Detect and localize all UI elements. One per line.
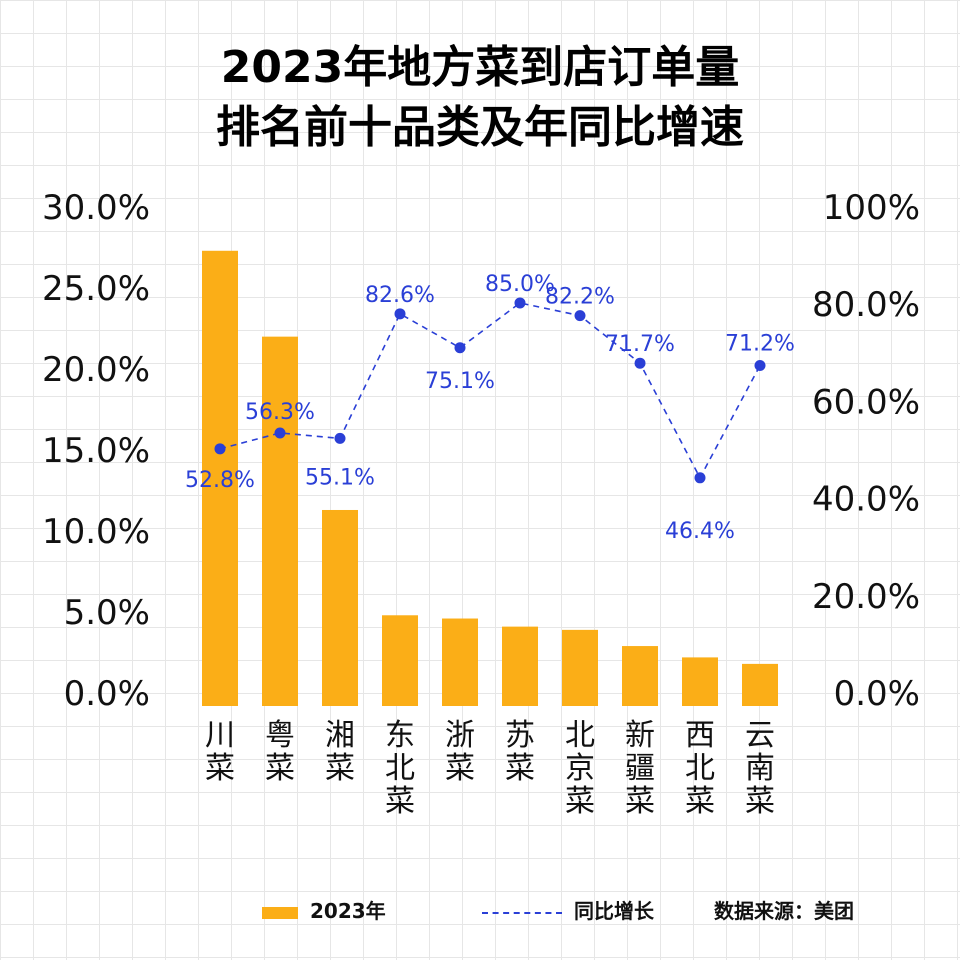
right-axis-tick: 100% [823,188,920,228]
data-label: 52.8% [185,468,255,493]
data-label: 71.2% [725,331,795,356]
legend-bar-swatch [262,906,298,919]
source-note: 数据来源：美团 [714,899,854,923]
left-axis-tick: 10.0% [42,512,150,552]
legend-line: 同比增长 [482,895,654,924]
x-tick-label-char: 湘 [325,718,355,753]
x-tick-label-char: 川 [205,718,235,753]
growth-point [214,443,226,455]
bar-川菜 [202,250,238,706]
chart-title-line1: 2023年地方菜到店订单量 [220,42,740,93]
x-tick-label-char: 菜 [505,751,535,786]
bar-西北菜 [682,657,718,706]
left-axis-tick: 0.0% [64,674,150,714]
x-tick-label-char: 北 [565,718,595,753]
legend-bar-label: 2023年 [310,899,386,923]
x-tick-label-char: 疆 [625,751,655,786]
data-label: 85.0% [485,272,555,297]
legend-bar: 2023年 [262,895,386,924]
bar-东北菜 [382,615,418,706]
data-label: 71.7% [605,332,675,357]
x-tick-label-char: 菜 [325,751,355,786]
bar-云南菜 [742,663,778,706]
x-tick-label-char: 菜 [565,784,595,819]
data-label: 55.1% [305,465,375,490]
bar-苏菜 [502,626,538,706]
x-tick-label-char: 菜 [445,751,475,786]
growth-line [219,302,761,480]
right-axis-tick: 60.0% [812,382,920,422]
growth-point [394,308,406,320]
x-tick-label-char: 菜 [745,784,775,819]
x-tick-label-char: 菜 [625,784,655,819]
x-tick-label-char: 东 [385,718,415,753]
bar-新疆菜 [622,646,658,706]
growth-point [274,427,286,439]
x-tick-label-char: 北 [385,751,415,786]
data-label: 46.4% [665,519,735,544]
left-axis-tick: 15.0% [42,431,150,471]
right-axis-tick: 40.0% [812,480,920,520]
data-label: 75.1% [425,369,495,394]
bar-粤菜 [262,336,298,706]
growth-point [754,359,766,371]
growth-point [574,310,586,322]
x-tick-label-char: 粤 [265,718,295,753]
bar-浙菜 [442,618,478,706]
x-tick-label-char: 新 [625,718,655,753]
x-tick-label-char: 浙 [445,718,475,753]
data-label: 56.3% [245,400,315,425]
x-tick-label-char: 菜 [685,784,715,819]
growth-point [454,342,466,354]
data-label: 82.6% [365,283,435,308]
data-label: 82.2% [545,285,615,310]
x-tick-label-char: 西 [685,718,715,753]
growth-point [334,432,346,444]
growth-point [634,357,646,369]
left-axis-tick: 20.0% [42,350,150,390]
x-tick-label-char: 云 [745,718,775,753]
x-tick-label-char: 京 [565,751,595,786]
x-tick-label-char: 菜 [205,751,235,786]
legend-line-swatch [482,911,562,914]
right-axis-tick: 80.0% [812,285,920,325]
x-tick-label-char: 南 [745,751,775,786]
x-tick-label-char: 菜 [265,751,295,786]
right-axis-tick: 20.0% [812,577,920,617]
bar-湘菜 [322,509,358,706]
chart-title-line2: 排名前十品类及年同比增速 [216,102,744,153]
bar-北京菜 [562,629,598,706]
left-axis-tick: 30.0% [42,188,150,228]
right-axis-tick: 0.0% [834,674,920,714]
x-tick-label-char: 北 [685,751,715,786]
x-tick-label-char: 苏 [505,718,535,753]
growth-point [514,297,526,309]
legend-line-label: 同比增长 [574,899,654,923]
growth-point [694,472,706,484]
x-tick-label-char: 菜 [385,784,415,819]
left-axis-tick: 5.0% [64,593,150,633]
left-axis-tick: 25.0% [42,269,150,309]
